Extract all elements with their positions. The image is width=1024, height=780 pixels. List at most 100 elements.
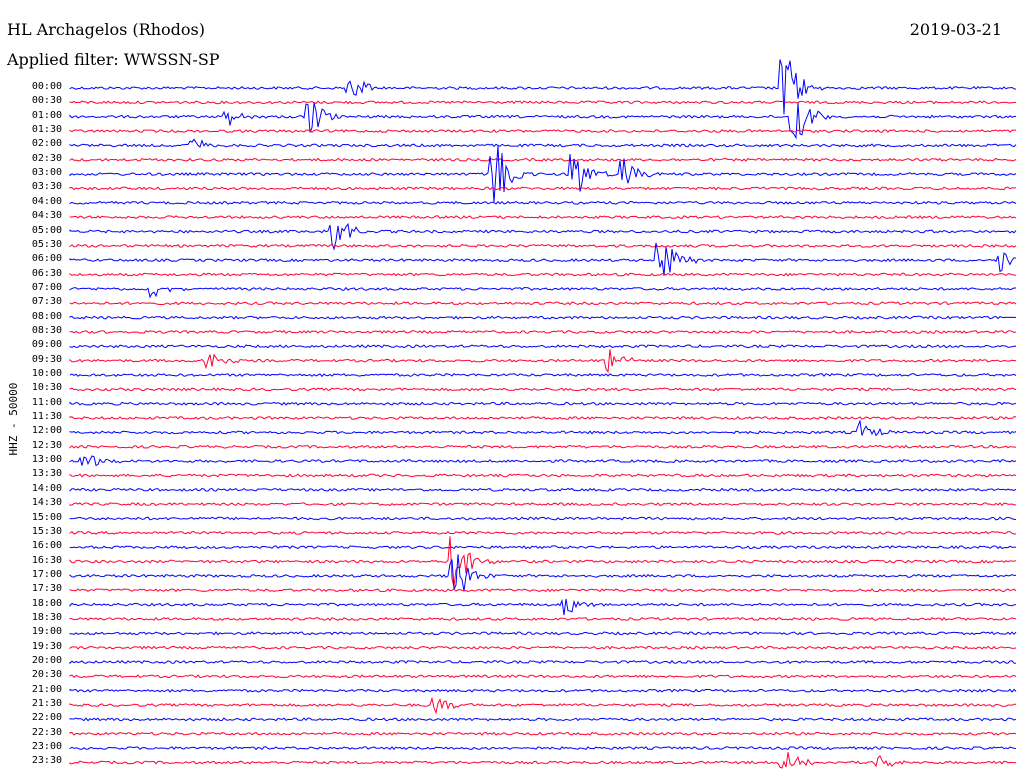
time-label: 23:00 (31, 741, 62, 753)
time-label: 12:00 (31, 425, 62, 437)
trace-line (69, 645, 1017, 650)
trace-line (69, 401, 1017, 406)
time-label: 13:30 (31, 468, 62, 480)
trace-line (69, 100, 1017, 105)
trace-line (69, 674, 1017, 679)
trace-line (69, 222, 1017, 251)
time-label: 00:00 (31, 81, 62, 92)
trace-line (69, 473, 1017, 478)
trace-line (69, 731, 1017, 736)
trace-line (69, 659, 1017, 665)
time-label: 04:30 (31, 210, 62, 222)
trace-line (69, 243, 1017, 248)
trace-line (69, 242, 1017, 276)
time-label: 12:30 (31, 439, 62, 451)
time-label: 01:30 (31, 124, 62, 136)
trace-line (69, 717, 1017, 722)
time-label: 13:00 (31, 454, 62, 466)
trace-line (69, 752, 1017, 769)
trace-line (69, 530, 1017, 535)
trace-line (69, 487, 1017, 492)
trace-line (69, 301, 1017, 306)
trace-line (69, 631, 1017, 636)
time-label: 09:30 (31, 353, 62, 365)
trace-line (69, 344, 1017, 349)
trace-line (69, 545, 1017, 550)
time-label: 15:00 (31, 511, 62, 523)
trace-line (69, 349, 1016, 374)
trace-line (69, 416, 1016, 421)
station-title: HL Archagelos (Rhodos) (7, 20, 205, 39)
trace-line (69, 215, 1017, 220)
trace-line (69, 616, 1017, 621)
trace-line (69, 59, 1017, 115)
time-label: 05:00 (31, 224, 62, 236)
trace-line (69, 102, 1017, 140)
time-label: 07:30 (31, 296, 62, 308)
trace-line (69, 286, 1016, 299)
time-label: 01:00 (31, 109, 62, 121)
time-label: 17:30 (31, 583, 62, 595)
trace-line (69, 588, 1017, 593)
time-label: 14:30 (31, 497, 62, 509)
time-label: 11:00 (31, 396, 62, 408)
time-label: 23:30 (31, 755, 62, 767)
time-label: 08:00 (31, 310, 62, 322)
time-label: 22:30 (31, 726, 62, 738)
time-label: 05:30 (31, 238, 62, 250)
time-label: 18:00 (31, 597, 62, 609)
time-label: 02:00 (31, 138, 62, 150)
time-label: 02:30 (31, 152, 62, 164)
time-label: 17:00 (31, 568, 62, 580)
time-label: 16:30 (31, 554, 62, 566)
trace-line (69, 536, 1017, 587)
time-label: 09:00 (31, 339, 62, 351)
trace-line (69, 315, 1017, 320)
date-label: 2019-03-21 (909, 20, 1002, 39)
trace-line (69, 138, 1017, 148)
time-label: 10:00 (31, 368, 62, 379)
trace-line (69, 272, 1017, 277)
trace-line (69, 145, 1017, 203)
trace-line (69, 746, 1017, 751)
time-label: 18:30 (31, 611, 62, 623)
trace-line (69, 387, 1017, 392)
trace-line (69, 200, 1017, 205)
time-label: 20:30 (31, 669, 62, 681)
time-label: 00:30 (31, 95, 62, 107)
trace-line (69, 696, 1017, 715)
time-label: 21:00 (31, 683, 62, 695)
trace-line (69, 186, 1016, 191)
time-label: 16:00 (31, 540, 62, 552)
time-label: 06:30 (31, 267, 62, 279)
time-label: 03:30 (31, 181, 62, 193)
time-label: 03:00 (31, 167, 62, 179)
time-label: 14:00 (31, 482, 62, 494)
time-label: 08:30 (31, 324, 62, 336)
trace-line (69, 516, 1017, 521)
time-label: 20:00 (31, 655, 62, 666)
time-label: 11:30 (31, 411, 62, 423)
time-label: 19:00 (31, 626, 62, 638)
trace-line (69, 688, 1017, 693)
trace-line (69, 129, 1017, 133)
trace-line (69, 444, 1017, 449)
trace-line (69, 373, 1017, 378)
time-label: 10:30 (31, 382, 62, 394)
time-label: 06:00 (31, 253, 62, 265)
time-label: 15:30 (31, 525, 62, 537)
time-label: 07:00 (31, 281, 62, 293)
time-label: 19:30 (31, 640, 62, 652)
filter-label: Applied filter: WWSSN-SP (7, 50, 220, 69)
time-label: 04:00 (31, 195, 62, 207)
trace-line (69, 455, 1017, 467)
trace-line (69, 502, 1017, 507)
trace-line (69, 419, 1017, 437)
trace-line (69, 554, 1016, 591)
time-label: 21:30 (31, 698, 62, 710)
trace-line (69, 157, 1017, 162)
trace-line (69, 329, 1017, 334)
trace-line (69, 598, 1017, 616)
